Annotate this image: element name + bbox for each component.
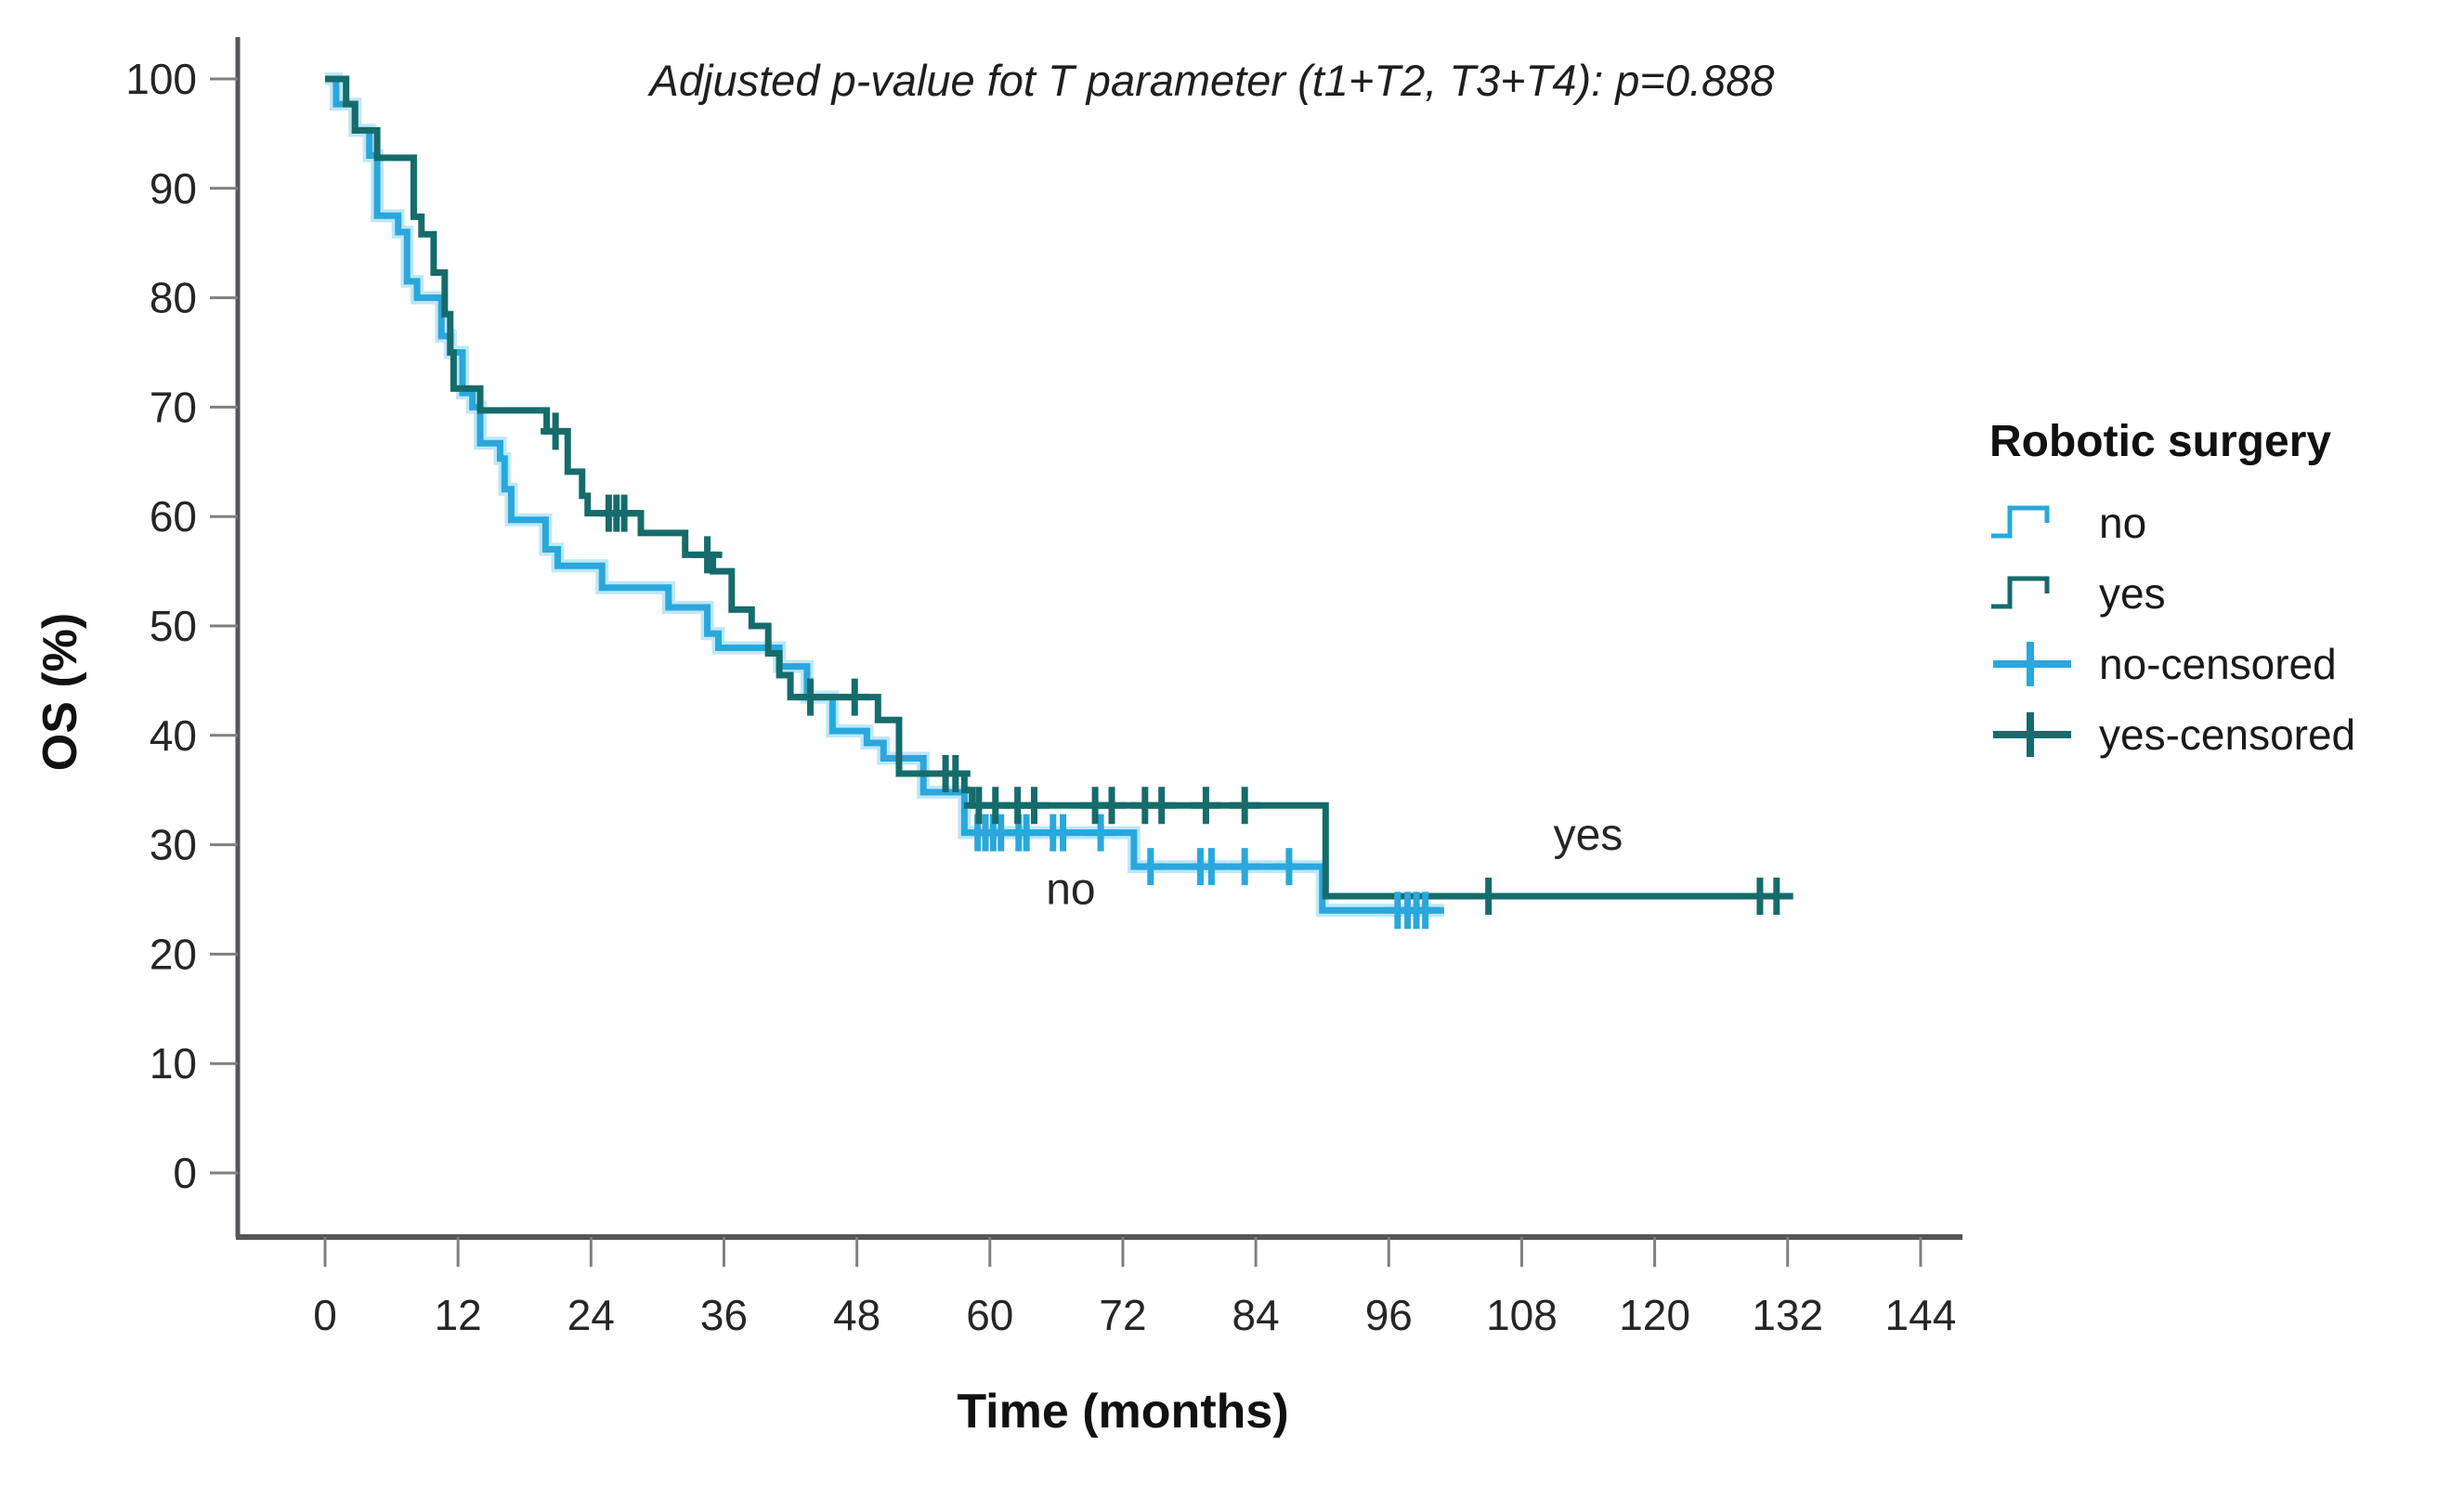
- yes-censored-plus-icon: [1993, 712, 2071, 757]
- y-tick-label: 100: [125, 55, 197, 103]
- yes-censor-mark: [1230, 787, 1260, 825]
- yes-censor-mark: [692, 536, 723, 574]
- legend-label: no: [2099, 499, 2147, 547]
- y-tick-label: 10: [150, 1039, 197, 1088]
- censor-marks: [541, 412, 1792, 930]
- y-tick-label: 40: [150, 711, 197, 760]
- legend-rows: no yes no-censored yes-censored: [1989, 488, 2464, 770]
- no-censor-mark: [1230, 848, 1260, 886]
- legend-label: yes: [2099, 569, 2166, 618]
- yes-censor-mark: [940, 755, 971, 793]
- yes-censor-mark: [541, 412, 571, 450]
- y-tick-label: 80: [150, 274, 197, 322]
- no-censored-plus-icon: [1993, 642, 2071, 686]
- yes-censor-mark: [1146, 787, 1177, 825]
- y-tick-label: 90: [150, 164, 197, 213]
- legend-label: yes-censored: [2099, 710, 2356, 759]
- km-curve-no: [325, 75, 1444, 914]
- yes-censor-mark: [609, 494, 640, 532]
- no-censor-mark: [1011, 814, 1042, 852]
- yes-censor-mark: [795, 678, 826, 716]
- legend: Robotic surgery no yes no-censored yes-cens…: [1989, 416, 2464, 770]
- x-tick-label: 72: [1099, 1291, 1146, 1339]
- yes-censor-mark: [1019, 787, 1049, 825]
- y-tick-label: 20: [150, 930, 197, 978]
- x-tick-label: 96: [1365, 1291, 1413, 1339]
- y-tick-label: 60: [150, 492, 197, 541]
- y-tick-label: 30: [150, 821, 197, 869]
- x-tick-label: 144: [1885, 1291, 1957, 1339]
- no-line-icon: [1991, 505, 2050, 539]
- legend-item-yes-censored: yes-censored: [1989, 699, 2464, 770]
- x-tick-label: 48: [833, 1291, 880, 1339]
- x-tick-label: 60: [966, 1291, 1013, 1339]
- x-axis-title: Time (months): [957, 1385, 1288, 1439]
- y-tick-label: 70: [150, 383, 197, 431]
- km-curve-yes: [325, 75, 1793, 900]
- curve-label-yes: yes: [1554, 811, 1623, 860]
- yes-censor-mark: [840, 678, 870, 716]
- legend-label: no-censored: [2099, 640, 2337, 688]
- tick-labels: 0 10 20 30 40 50 60 70 80 90 100 0 12 24 36 48 60 72 84 96 1…: [125, 55, 1956, 1339]
- x-tick-label: 24: [567, 1291, 615, 1339]
- yes-censor-mark: [1761, 877, 1792, 915]
- axes: [235, 37, 1962, 1240]
- survival-curves: [325, 72, 1793, 918]
- chart-title: Adjusted p-value fot T parameter (t1+T2,…: [647, 56, 1775, 105]
- km-curve-no-halo: [325, 72, 1444, 918]
- x-tick-label: 132: [1752, 1291, 1823, 1339]
- no-censor-mark: [1196, 848, 1227, 886]
- y-axis-title: OS (%): [33, 613, 87, 771]
- legend-item-yes: yes: [1989, 558, 2464, 629]
- no-censor-mark: [1086, 814, 1116, 852]
- x-tick-label: 108: [1486, 1291, 1558, 1339]
- no-censor-mark: [1135, 848, 1166, 886]
- no-censor-mark: [1273, 848, 1304, 886]
- curve-label-no: no: [1046, 866, 1095, 915]
- x-tick-label: 36: [700, 1291, 748, 1339]
- yes-line-icon: [1991, 576, 2050, 609]
- yes-censor-mark: [1097, 787, 1128, 825]
- x-tick-label: 0: [313, 1291, 337, 1339]
- legend-item-no: no: [1989, 488, 2464, 558]
- no-censor-mark: [1410, 892, 1441, 930]
- x-tick-label: 12: [435, 1291, 482, 1339]
- y-tick-label: 50: [150, 602, 197, 650]
- x-tick-label: 84: [1232, 1291, 1280, 1339]
- no-censor-mark: [1048, 814, 1078, 852]
- tick-marks: [210, 77, 1923, 1267]
- yes-censor-mark: [1191, 787, 1221, 825]
- yes-censor-mark: [1473, 877, 1504, 915]
- legend-title: Robotic surgery: [1989, 417, 2332, 466]
- legend-item-no-censored: no-censored: [1989, 629, 2464, 699]
- x-tick-label: 120: [1619, 1291, 1690, 1339]
- y-tick-label: 0: [173, 1149, 197, 1197]
